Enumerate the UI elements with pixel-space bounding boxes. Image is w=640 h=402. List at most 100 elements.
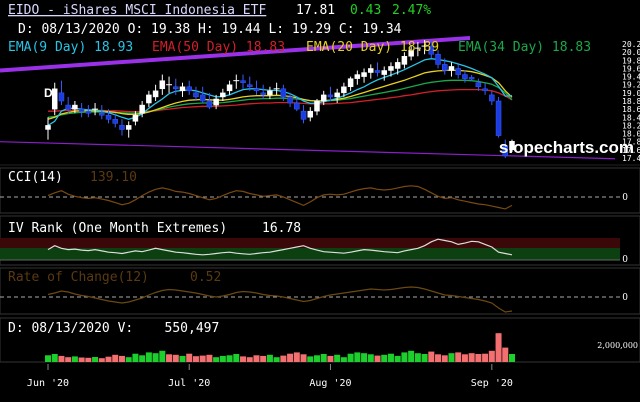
symbol-title[interactable]: EIDO - iShares MSCI Indonesia ETF xyxy=(8,3,266,18)
price-tick-label: 20.0 xyxy=(622,48,640,57)
volume-bar xyxy=(145,352,152,362)
price-tick-label: 18.8 xyxy=(622,97,640,106)
candle-body xyxy=(152,90,159,98)
volume-bar xyxy=(266,354,273,362)
volume-bar xyxy=(441,355,448,362)
candle xyxy=(65,96,71,114)
candle xyxy=(294,96,300,112)
iv-lower-band xyxy=(0,248,620,260)
price-tick-label: 18.0 xyxy=(622,130,640,139)
candle xyxy=(334,88,340,104)
candle-body xyxy=(246,84,253,88)
candle-body xyxy=(119,125,125,130)
volume-bar xyxy=(172,354,179,362)
candle xyxy=(428,40,435,59)
roc-panel xyxy=(0,267,640,315)
volume-bar xyxy=(152,353,159,362)
candle xyxy=(475,78,482,91)
candle-body xyxy=(314,100,320,112)
candle-body xyxy=(51,88,58,110)
cci-frame xyxy=(0,167,640,214)
candle-body xyxy=(341,86,347,94)
candle xyxy=(489,90,495,106)
candle-body xyxy=(159,80,166,90)
candle xyxy=(193,86,199,101)
volume-bar xyxy=(401,352,408,362)
volume-bar xyxy=(118,355,125,362)
candle xyxy=(448,62,455,77)
volume-bar xyxy=(320,354,327,362)
candle xyxy=(132,111,139,126)
ema50-line xyxy=(48,88,513,113)
candle xyxy=(220,88,226,101)
legend-ema50: EMA(50 Day) 18.83 xyxy=(152,40,285,55)
iv-rank-label: IV Rank (One Month Extremes) xyxy=(8,221,227,236)
volume-bar xyxy=(300,354,307,362)
candle-body xyxy=(502,145,509,157)
cci-label: CCI(14) xyxy=(8,170,63,185)
candle xyxy=(300,105,307,124)
candle xyxy=(146,90,152,108)
volume-bar xyxy=(273,357,280,362)
volume-bar xyxy=(166,354,173,362)
candle xyxy=(414,42,421,57)
volume-bar xyxy=(367,354,374,362)
cci-value: 139.10 xyxy=(90,170,137,185)
candle-body xyxy=(220,92,226,98)
candle-body xyxy=(468,77,475,80)
legend-ema20: EMA(20 Day) 18.89 xyxy=(306,40,439,55)
candle-body xyxy=(327,94,334,98)
volume-bar xyxy=(192,356,199,362)
x-axis-label: Sep '20 xyxy=(471,378,513,389)
candle-body xyxy=(428,45,435,55)
volume-bar xyxy=(448,353,455,362)
candle-body xyxy=(260,92,266,96)
candle-body xyxy=(300,110,307,120)
candle xyxy=(119,119,125,136)
volume-bar xyxy=(334,354,341,362)
candle xyxy=(307,107,314,122)
candle-body xyxy=(320,94,327,102)
volume-bar xyxy=(240,356,247,362)
candle-body xyxy=(455,68,461,75)
volume-bar xyxy=(354,352,361,362)
candle-body xyxy=(125,125,132,130)
candle xyxy=(368,64,374,79)
cci-header: CCI(14) 139.10 0 xyxy=(8,170,628,203)
volume-bar xyxy=(387,353,394,362)
candle xyxy=(173,78,179,95)
candle xyxy=(125,121,132,138)
candle-body xyxy=(146,94,152,104)
volume-bar xyxy=(159,350,166,362)
volume-bar xyxy=(125,357,132,362)
volume-bar xyxy=(92,357,99,362)
iv-rank-panel xyxy=(0,215,640,266)
volume-readout: D: 08/13/2020 V: 550,497 xyxy=(8,321,219,336)
price-tick-label: 19.2 xyxy=(622,81,640,90)
candle-body xyxy=(199,94,206,102)
volume-tick-label: 2,000,000 xyxy=(597,341,638,350)
candle xyxy=(347,76,354,91)
volume-bar xyxy=(482,353,489,362)
candle xyxy=(213,94,219,110)
volume-bar xyxy=(233,354,240,362)
candle xyxy=(327,86,334,101)
candle-body xyxy=(489,94,495,102)
candle-body xyxy=(173,86,179,90)
candle-body xyxy=(361,72,367,77)
x-axis-label: Aug '20 xyxy=(309,378,351,389)
volume-bar xyxy=(213,357,220,362)
volume-bar xyxy=(475,354,482,362)
iv-rank-value: 16.78 xyxy=(262,221,301,236)
candle-body xyxy=(132,114,139,122)
cci-line xyxy=(47,185,513,210)
price-tick-label: 17.8 xyxy=(622,138,640,147)
price-change: 0.43 xyxy=(350,3,381,18)
x-axis-label: Jun '20 xyxy=(27,378,69,389)
ema20-line xyxy=(47,69,513,120)
candle xyxy=(408,46,414,61)
volume-bar xyxy=(435,354,442,362)
candle xyxy=(495,96,502,138)
candle xyxy=(509,139,515,152)
